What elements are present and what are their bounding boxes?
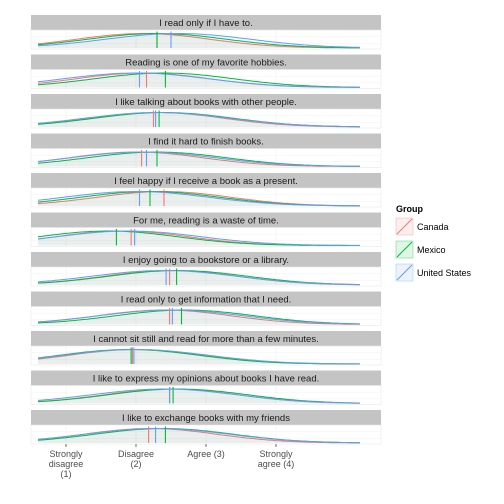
legend-key-line: [396, 218, 413, 235]
facet-panel: I read only to get information that I ne…: [30, 291, 382, 326]
x-tick-label: Strongly: [259, 449, 293, 459]
density-area-united-states: [38, 152, 360, 167]
legend-label: Canada: [417, 222, 449, 232]
facet-title: I find it hard to finish books.: [148, 137, 264, 148]
density-line-united-states: [37, 270, 360, 286]
density-line-united-states: [37, 112, 360, 128]
facet-title: I like to express my opinions about book…: [93, 374, 320, 385]
legend-label: Mexico: [417, 245, 446, 255]
legend-label: United States: [417, 268, 472, 278]
facet-panel: I find it hard to finish books.: [30, 133, 382, 168]
facet-title: I read only if I have to.: [159, 18, 252, 29]
density-line-mexico: [37, 309, 361, 325]
facet-title: For me, reading is a waste of time.: [133, 216, 279, 227]
density-line-mexico: [37, 270, 360, 285]
facet-title: I like talking about books with other pe…: [115, 97, 297, 108]
x-tick-label: disagree: [49, 459, 84, 469]
density-line-united-states: [37, 151, 360, 167]
facet-panel: For me, reading is a waste of time.: [30, 212, 382, 247]
density-line-united-states: [37, 33, 361, 48]
density-area-canada: [38, 349, 360, 364]
facet-title: I like to exchange books with my friends: [122, 413, 290, 424]
facet-title: I read only to get information that I ne…: [121, 295, 292, 306]
facet-strip: [31, 410, 381, 425]
facet-strip: [31, 94, 381, 109]
density-line-united-states: [37, 309, 360, 325]
facet-title: I feel happy if I receive a book as a pr…: [114, 176, 298, 187]
density-line-united-states: [37, 72, 360, 88]
density-area-canada: [38, 428, 360, 443]
density-area-canada: [38, 33, 360, 48]
density-area-united-states: [38, 33, 360, 48]
x-tick-label: (2): [131, 459, 142, 469]
legend-key-line: [396, 241, 413, 258]
density-area-mexico: [38, 428, 360, 443]
x-tick-label: Disagree: [118, 449, 154, 459]
density-area-mexico: [38, 349, 360, 364]
facet-strip: [31, 291, 381, 307]
facet-strip: [31, 15, 381, 30]
density-area-united-states: [38, 349, 360, 364]
x-tick-label: agree (4): [258, 459, 295, 469]
density-area-canada: [38, 73, 360, 88]
x-tick-label: (1): [61, 469, 72, 479]
density-line-united-states: [37, 191, 360, 207]
facet-panel: I feel happy if I receive a book as a pr…: [30, 173, 382, 208]
facet-panel: I like to exchange books with my friends: [30, 410, 382, 445]
facet-panel: I read only if I have to.: [30, 15, 382, 50]
density-area-mexico: [38, 152, 360, 167]
density-area-mexico: [38, 73, 360, 88]
facet-title: Reading is one of my favorite hobbies.: [125, 58, 287, 69]
x-tick-label: Agree (3): [187, 449, 225, 459]
facet-panels: I read only if I have to. Reading is one …: [30, 15, 382, 445]
facet-strip: [31, 370, 381, 386]
facet-panel: Reading is one of my favorite hobbies.: [30, 54, 382, 89]
density-area-mexico: [38, 112, 360, 127]
density-line-united-states: [37, 388, 360, 404]
facet-strip: [31, 133, 381, 149]
facet-strip: [31, 331, 381, 346]
density-area-united-states: [38, 428, 360, 443]
facet-panel: I like talking about books with other pe…: [30, 94, 382, 129]
legend-key-line: [396, 264, 413, 281]
density-line-mexico: [37, 388, 360, 404]
density-area-mexico: [38, 33, 360, 48]
density-line-united-states: [37, 230, 360, 246]
density-area-canada: [38, 152, 360, 167]
facet-strip: [31, 212, 381, 228]
facet-title: I enjoy going to a bookstore or a librar…: [123, 255, 289, 266]
legend-title: Group: [396, 204, 423, 214]
density-area-united-states: [38, 73, 360, 88]
x-tick-label: Strongly: [49, 449, 83, 459]
density-area-united-states: [38, 231, 360, 246]
density-line-united-states: [37, 428, 360, 444]
density-line-mexico: [37, 72, 360, 88]
facet-title: I cannot sit still and read for more tha…: [93, 334, 318, 345]
density-area-canada: [38, 191, 360, 206]
legend: Group Canada Mexico United States: [395, 204, 472, 282]
density-area-mexico: [38, 231, 360, 246]
density-line-canada: [37, 33, 360, 49]
facet-panel: I enjoy going to a bookstore or a librar…: [30, 252, 382, 287]
density-area-mexico: [38, 310, 360, 325]
density-line-united-states: [37, 349, 360, 365]
facet-strip: [31, 54, 381, 70]
density-area-united-states: [38, 112, 360, 127]
density-line-mexico: [37, 33, 360, 49]
facet-panel: I like to express my opinions about book…: [30, 370, 382, 405]
density-area-canada: [38, 112, 360, 127]
facet-panel: I cannot sit still and read for more tha…: [30, 331, 382, 366]
facet-strip: [31, 252, 381, 267]
facet-strip: [31, 173, 381, 188]
density-area-united-states: [38, 191, 360, 206]
density-area-mexico: [38, 191, 360, 206]
